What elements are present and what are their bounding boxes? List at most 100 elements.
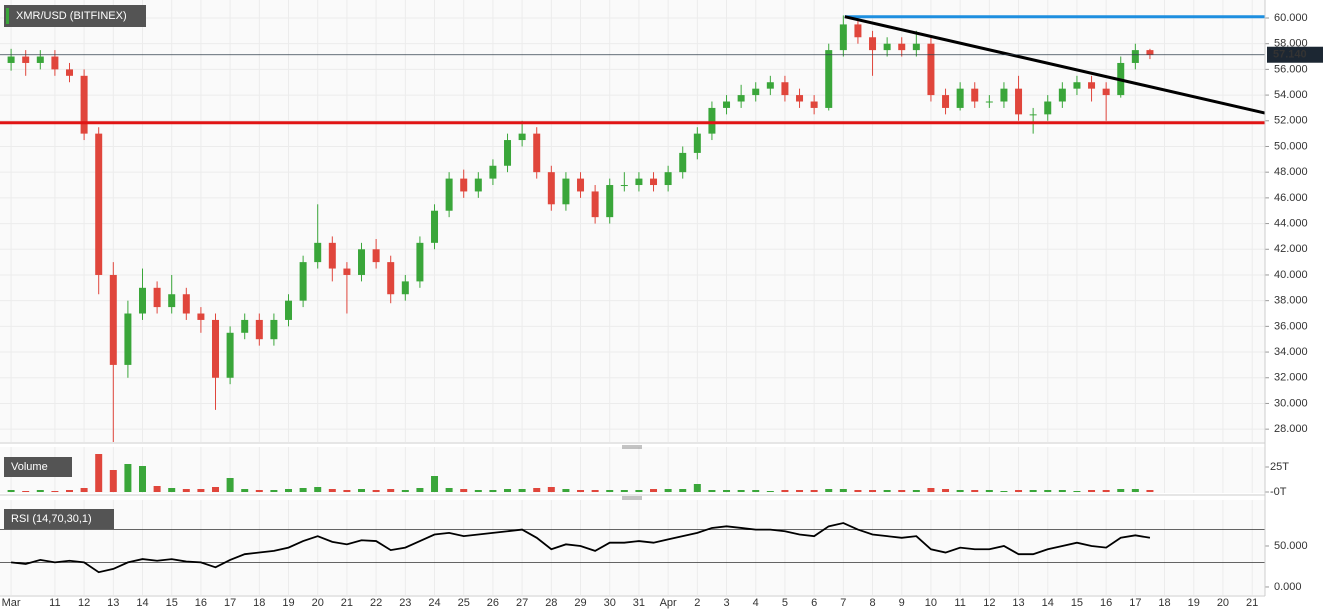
volume-bar	[825, 489, 833, 492]
volume-bar	[1015, 490, 1023, 492]
x-tick-label: 14	[1042, 597, 1054, 609]
x-tick-label: 26	[487, 597, 499, 609]
volume-bar	[533, 488, 541, 492]
x-tick-label: 3	[723, 597, 729, 609]
x-tick-label: 17	[224, 597, 236, 609]
y-tick-label: 56.000	[1274, 63, 1308, 75]
candle-body	[460, 178, 468, 192]
volume-bar	[679, 489, 687, 492]
title-box	[4, 5, 146, 27]
volume-bar	[372, 490, 380, 492]
candle-body	[474, 178, 482, 192]
x-tick-label: 20	[1217, 597, 1229, 609]
candle-body	[285, 300, 293, 320]
y-tick-label: 28.000	[1274, 423, 1308, 435]
rsi-panel	[0, 500, 1265, 595]
x-tick-label: 20	[312, 597, 324, 609]
volume-bar	[971, 490, 979, 492]
candle-body	[1102, 88, 1110, 96]
candle-body	[95, 133, 103, 275]
candle-body	[650, 178, 658, 186]
candle-body	[1015, 88, 1023, 115]
candle-body	[562, 178, 570, 205]
candle-body	[124, 313, 132, 365]
volume-bar	[7, 490, 15, 492]
candle-body	[212, 319, 220, 378]
candle-body	[314, 242, 322, 263]
y-tick-label: 50.000	[1274, 540, 1308, 552]
candle-body	[401, 281, 409, 295]
y-tick-label: 30.000	[1274, 397, 1308, 409]
volume-bar	[255, 490, 263, 492]
volume-bar	[620, 490, 628, 492]
x-tick-label: 9	[899, 597, 905, 609]
x-tick-label: 24	[428, 597, 440, 609]
y-tick-label: 36.000	[1274, 320, 1308, 332]
volume-label: Volume	[11, 461, 48, 473]
volume-bar	[358, 489, 366, 492]
volume-bar	[36, 490, 44, 492]
candle-body	[1088, 82, 1096, 89]
x-tick-label: 5	[782, 597, 788, 609]
volume-bar	[343, 490, 351, 492]
candle-body	[109, 274, 117, 365]
y-tick-label: 54.000	[1274, 89, 1308, 101]
volume-bar	[883, 490, 891, 492]
volume-bar	[168, 488, 176, 492]
volume-bar	[650, 489, 658, 492]
candle-body	[22, 56, 30, 63]
volume-bar	[124, 464, 132, 492]
volume-bar	[927, 488, 935, 492]
candle-body	[883, 43, 891, 51]
x-tick-label: 28	[545, 597, 557, 609]
x-tick-label: 18	[253, 597, 265, 609]
candle-body	[51, 56, 59, 70]
y-tick-label: 34.000	[1274, 346, 1308, 358]
x-tick-label: 19	[282, 597, 294, 609]
volume-bar	[708, 490, 716, 492]
candle-body	[372, 249, 380, 263]
candle-body	[139, 287, 147, 314]
candle-body	[547, 172, 555, 205]
volume-bar	[474, 490, 482, 492]
y-tick-label: 38.000	[1274, 295, 1308, 307]
volume-bar	[839, 489, 847, 492]
volume-bar	[80, 488, 88, 492]
y-tick-label: 60.000	[1274, 12, 1308, 24]
rsi-label: RSI (14,70,30,1)	[11, 513, 92, 525]
candle-body	[577, 178, 585, 192]
volume-bar	[942, 489, 950, 492]
y-tick-label: 25T	[1270, 461, 1289, 473]
x-tick-label: 16	[195, 597, 207, 609]
candle-body	[781, 82, 789, 96]
volume-bar	[299, 488, 307, 492]
volume-bar	[314, 487, 322, 492]
candle-body	[854, 24, 862, 38]
volume-bar	[197, 489, 205, 492]
volume-bar	[912, 490, 920, 492]
candle-body	[255, 319, 263, 340]
candle-body	[606, 185, 614, 218]
candle-body	[971, 88, 979, 102]
volume-bar	[577, 490, 585, 492]
volume-bar	[664, 489, 672, 492]
candle-body	[358, 249, 366, 275]
candle-body	[445, 178, 453, 211]
last-price-label: 57.140	[1273, 49, 1307, 61]
volume-bar	[270, 490, 278, 492]
candle-body	[956, 88, 964, 108]
volume-bar	[504, 489, 512, 492]
title-marker	[6, 8, 9, 24]
y-tick-label: 40.000	[1274, 269, 1308, 281]
candle-body	[168, 294, 176, 308]
candle-body	[912, 43, 920, 51]
candle-body	[752, 88, 760, 96]
y-tick-label: -0T	[1270, 486, 1287, 498]
volume-bar	[737, 490, 745, 492]
x-tick-label: 12	[983, 597, 995, 609]
candle-body	[693, 133, 701, 153]
x-tick-label: 7	[840, 597, 846, 609]
candle-body	[620, 185, 628, 187]
volume-bar	[22, 491, 30, 492]
